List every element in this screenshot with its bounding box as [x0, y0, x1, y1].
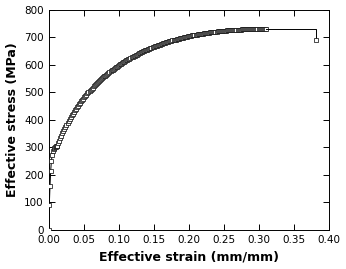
- Y-axis label: Effective stress (MPa): Effective stress (MPa): [6, 43, 19, 197]
- X-axis label: Effective strain (mm/mm): Effective strain (mm/mm): [99, 250, 279, 263]
